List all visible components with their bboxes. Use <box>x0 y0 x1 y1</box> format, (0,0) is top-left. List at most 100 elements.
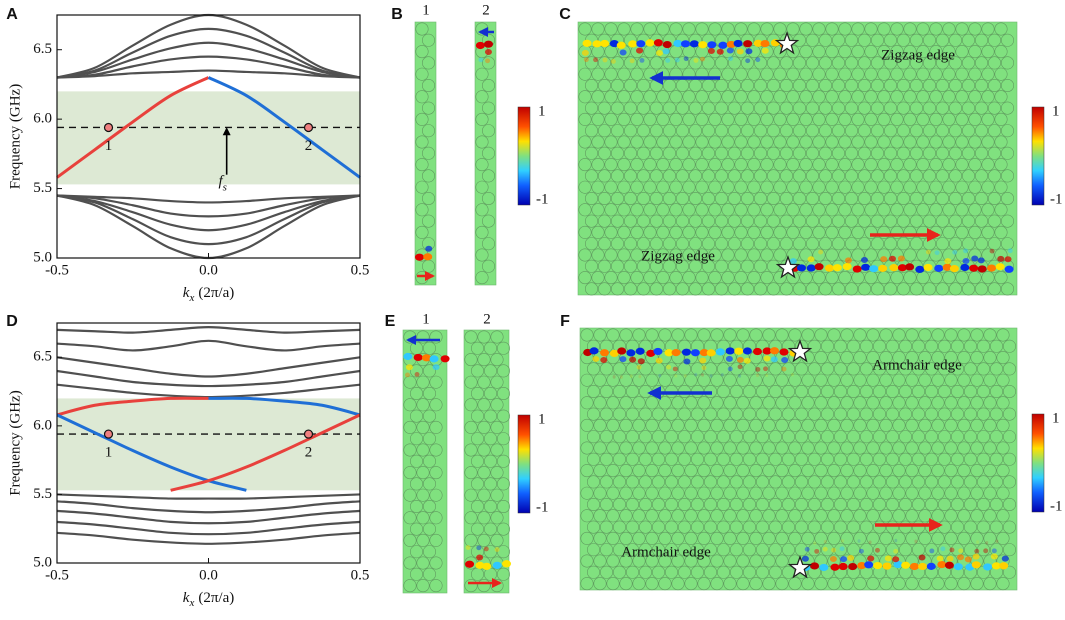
rod <box>475 112 489 126</box>
rod <box>740 79 754 93</box>
rod <box>684 531 698 545</box>
rod <box>885 407 899 421</box>
rod <box>963 520 977 534</box>
rod <box>606 328 620 342</box>
rod <box>695 203 709 217</box>
rod <box>416 398 430 412</box>
rod <box>723 486 737 500</box>
rod <box>955 135 969 149</box>
rod <box>931 554 945 568</box>
rod <box>470 499 484 513</box>
rod <box>892 418 906 432</box>
rod <box>857 56 871 70</box>
rod <box>1002 452 1016 466</box>
rod <box>968 90 982 104</box>
rod <box>922 146 936 160</box>
rod <box>651 430 665 444</box>
rod <box>1000 79 1014 93</box>
rod <box>612 362 626 376</box>
rod <box>853 464 867 478</box>
rod <box>740 282 754 296</box>
rod <box>922 124 936 138</box>
rod <box>481 214 495 228</box>
rod <box>721 248 735 262</box>
rod <box>703 497 717 511</box>
rod <box>838 112 852 126</box>
field-blob <box>946 555 954 562</box>
rod <box>942 225 956 239</box>
rod <box>989 520 1003 534</box>
rod <box>766 79 780 93</box>
rod <box>950 384 964 398</box>
rod <box>415 45 429 59</box>
panel-letter: F <box>560 313 570 330</box>
rod <box>662 146 676 160</box>
rod <box>853 531 867 545</box>
rod <box>403 375 417 389</box>
rod <box>768 497 782 511</box>
rod <box>604 22 618 36</box>
text-part: (2π/a) <box>198 590 234 606</box>
rod <box>422 341 436 355</box>
rod <box>421 56 435 70</box>
rod <box>779 124 793 138</box>
field-blob <box>869 265 879 273</box>
field-blob <box>755 57 761 63</box>
rod <box>890 225 904 239</box>
field-blob <box>989 248 995 254</box>
field-blob <box>693 58 699 63</box>
rod <box>909 169 923 183</box>
rod <box>762 486 776 500</box>
rod <box>1002 565 1016 579</box>
rod <box>747 67 761 81</box>
rod <box>935 79 949 93</box>
column-label: 2 <box>482 2 490 18</box>
rod <box>610 282 624 296</box>
rod <box>970 531 984 545</box>
text-part: k <box>183 590 190 606</box>
rod <box>610 124 624 138</box>
x-tick-label: 0.5 <box>351 262 370 278</box>
source-star <box>787 555 813 579</box>
rod <box>755 339 769 353</box>
field-blob <box>616 41 626 49</box>
rod <box>464 330 478 344</box>
y-tick-label: 5.5 <box>33 180 52 196</box>
rod <box>422 409 436 423</box>
rod <box>669 112 683 126</box>
rod <box>879 441 893 455</box>
rod <box>734 158 748 172</box>
rod <box>918 328 932 342</box>
rod <box>477 398 491 412</box>
rod <box>664 543 678 557</box>
rod <box>464 353 478 367</box>
rod <box>606 396 620 410</box>
rod <box>974 146 988 160</box>
rod <box>903 135 917 149</box>
rod <box>981 225 995 239</box>
field-blob <box>665 58 671 63</box>
rod <box>807 497 821 511</box>
field-blob <box>781 357 789 364</box>
rod <box>708 90 722 104</box>
rod <box>773 180 787 194</box>
rod <box>883 146 897 160</box>
rod <box>853 351 867 365</box>
rod <box>409 567 423 581</box>
y-tick-label: 5.5 <box>33 486 52 502</box>
rod <box>690 520 704 534</box>
rod <box>470 364 484 378</box>
field-blob <box>672 366 678 372</box>
rod <box>883 282 897 296</box>
rod <box>697 373 711 387</box>
rod <box>753 192 767 206</box>
rod <box>649 282 663 296</box>
rod <box>831 101 845 115</box>
rod <box>812 45 826 59</box>
x-axis-label: kx (2π/a) <box>183 590 234 608</box>
rod <box>942 180 956 194</box>
band-line <box>56 356 361 378</box>
field-blob <box>842 262 852 271</box>
rod <box>892 328 906 342</box>
rod <box>625 475 639 489</box>
